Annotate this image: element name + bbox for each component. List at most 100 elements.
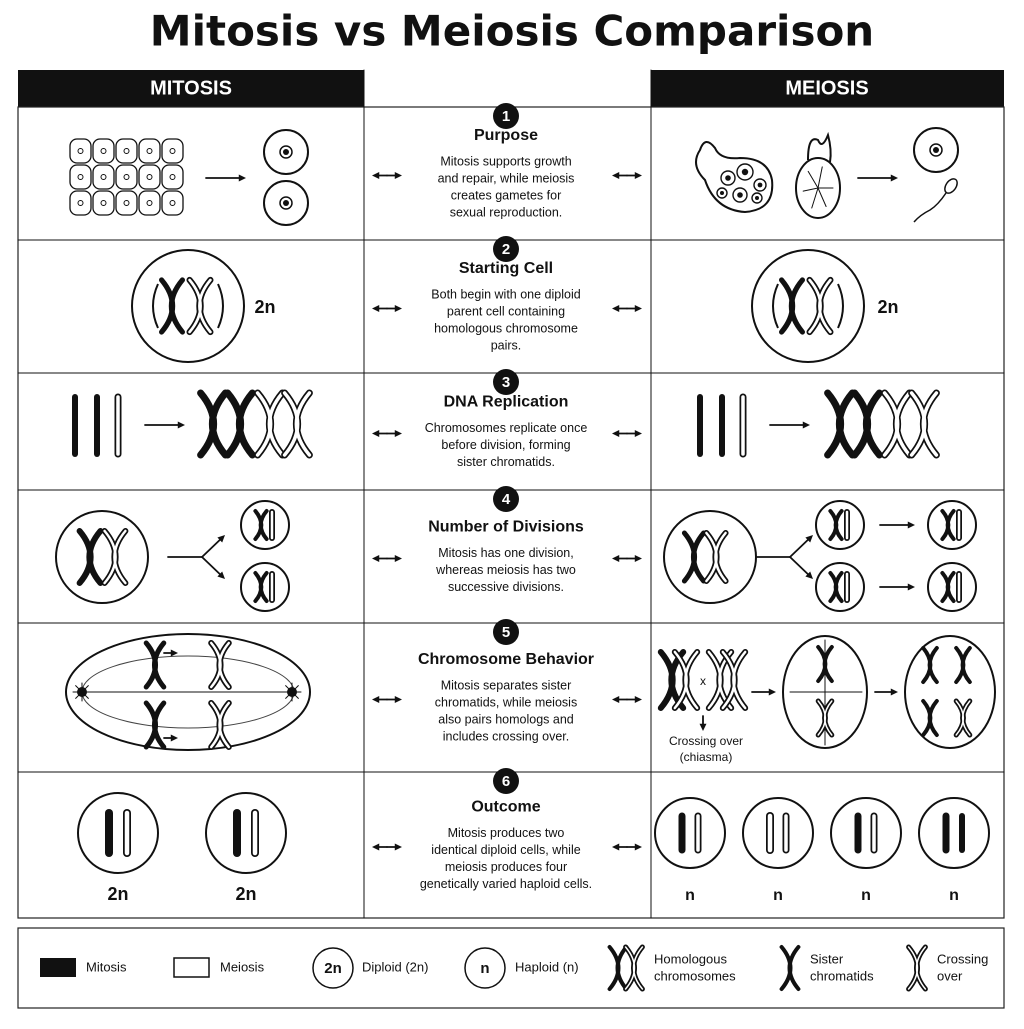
row-text: Chromosomes replicate once (425, 421, 588, 435)
arrowhead (239, 175, 246, 182)
legend-swatch (40, 958, 76, 977)
cell (816, 501, 864, 549)
cell (241, 501, 289, 549)
row-text: whereas meiosis has two (435, 563, 576, 577)
arrowhead (612, 305, 619, 312)
row-number: 1 (502, 108, 510, 125)
arrowhead (635, 305, 642, 312)
row-text: Mitosis produces two (448, 826, 565, 840)
chromosome (201, 393, 226, 455)
cell (758, 183, 763, 188)
cell (283, 149, 289, 155)
line (202, 538, 222, 557)
row-text: chromatids, while meiosis (435, 695, 577, 709)
arrowhead (635, 555, 642, 562)
row-text: sister chromatids. (457, 455, 555, 469)
row-text: also pairs homologs and (438, 712, 574, 726)
arrowhead (395, 172, 402, 179)
legend-label: Sister (810, 951, 844, 966)
arrowhead (891, 689, 898, 696)
legend-label: Crossing (937, 951, 988, 966)
column-header: MITOSIS (150, 77, 232, 99)
row-text: pairs. (491, 338, 522, 352)
arrowhead (395, 696, 402, 703)
chromatid (239, 393, 252, 455)
cell (743, 798, 813, 868)
cell (101, 175, 106, 180)
arrowhead (891, 175, 898, 182)
row-text: Mitosis supports growth (440, 154, 571, 168)
legend-swatch (174, 958, 209, 977)
cell (124, 201, 129, 206)
line (790, 557, 810, 576)
legend-symbol: n (480, 960, 489, 977)
cell (919, 798, 989, 868)
arrowhead (803, 422, 810, 429)
label: 2n (254, 297, 275, 317)
row-text: before division, forming (441, 438, 570, 452)
label: n (949, 887, 959, 904)
cell (831, 798, 901, 868)
arrowhead (612, 555, 619, 562)
line (202, 557, 222, 576)
double-arrow (612, 555, 642, 562)
sperm-head (942, 177, 959, 196)
double-arrow (612, 696, 642, 703)
row-number: 3 (502, 374, 510, 391)
double-arrow (372, 555, 402, 562)
arrowhead (178, 422, 185, 429)
arrowhead (395, 844, 402, 851)
row-text: Mitosis has one division, (438, 546, 573, 560)
cell (170, 149, 175, 154)
chromosome (855, 393, 880, 455)
legend-label: chromatids (810, 968, 874, 983)
cell (78, 201, 83, 206)
double-arrow (612, 430, 642, 437)
legend-label: Mitosis (86, 959, 127, 974)
chromatid (866, 393, 879, 455)
chromatid (212, 393, 225, 455)
arrowhead (635, 172, 642, 179)
arrowhead (612, 430, 619, 437)
row-text: Mitosis separates sister (441, 678, 572, 692)
cell (737, 192, 743, 198)
cell (241, 563, 289, 611)
legend-label: over (937, 968, 963, 983)
legend-label: Diploid (2n) (362, 959, 428, 974)
row-text: identical diploid cells, while (431, 843, 580, 857)
cell (664, 511, 756, 603)
cell (170, 175, 175, 180)
row-number: 5 (502, 624, 510, 641)
cell (124, 175, 129, 180)
row-heading: Outcome (471, 799, 540, 816)
arrowhead (372, 696, 379, 703)
arrowhead (395, 430, 402, 437)
arrowhead (908, 522, 915, 529)
double-arrow (372, 305, 402, 312)
row-text: meiosis produces four (445, 860, 567, 874)
chromatid (839, 393, 852, 455)
double-arrow (372, 430, 402, 437)
arrowhead (769, 689, 776, 696)
column-header: MEIOSIS (785, 77, 868, 99)
arrowhead (908, 584, 915, 591)
double-arrow (372, 172, 402, 179)
label: 2n (235, 884, 256, 904)
arrowhead (372, 172, 379, 179)
label: n (773, 887, 783, 904)
cell (206, 793, 286, 873)
arrowhead (612, 172, 619, 179)
cell (132, 250, 244, 362)
cell (816, 563, 864, 611)
arrowhead (372, 305, 379, 312)
arrowhead (700, 724, 707, 731)
arrowhead (372, 555, 379, 562)
cell (78, 793, 158, 873)
cell (725, 175, 731, 181)
row-text: parent cell containing (447, 304, 565, 318)
chromosome (885, 393, 910, 455)
arrowhead (395, 555, 402, 562)
cell (56, 511, 148, 603)
row-heading: Purpose (474, 127, 538, 144)
